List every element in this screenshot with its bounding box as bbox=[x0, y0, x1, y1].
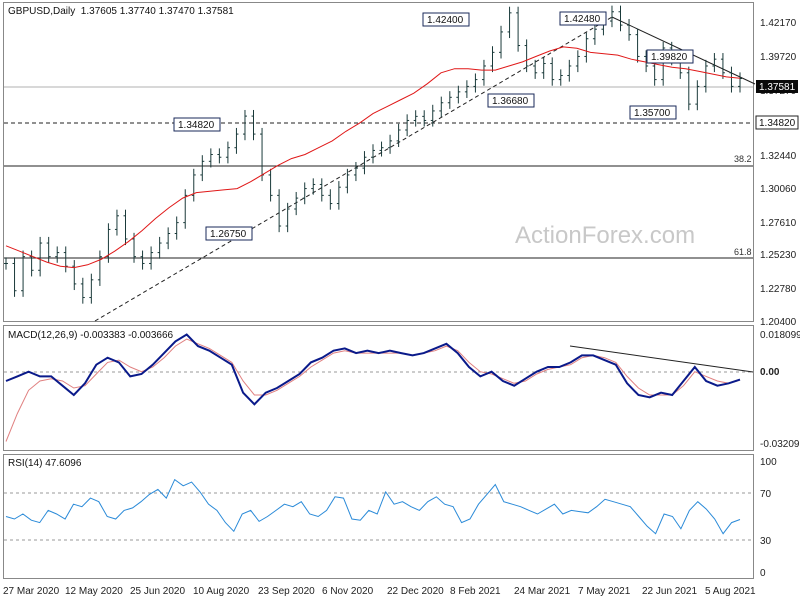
callout-label: 1.34820 bbox=[178, 120, 215, 131]
macd-tick-label: -0.032099 bbox=[760, 439, 800, 450]
x-tick-label: 22 Dec 2020 bbox=[387, 586, 444, 597]
x-tick-label: 25 Jun 2020 bbox=[130, 586, 185, 597]
support-price-box bbox=[755, 115, 799, 130]
rsi-header: RSI(14) 47.6096 bbox=[8, 458, 82, 469]
price-bars bbox=[4, 5, 742, 304]
x-tick-label: 24 Mar 2021 bbox=[514, 586, 571, 597]
price-y-axis: 1.42170 1.39720 1.37270 1.32440 1.30060 … bbox=[760, 18, 797, 328]
callout-label: 1.39820 bbox=[651, 52, 688, 63]
moving-average-layer bbox=[5, 46, 741, 269]
x-tick-label: 22 Jun 2021 bbox=[642, 586, 697, 597]
macd-value-label: 0.00 bbox=[760, 367, 780, 378]
rsi-panel-frame bbox=[3, 454, 754, 579]
rsi-y-axis: 100 70 30 0 bbox=[760, 457, 777, 579]
last-price-box bbox=[756, 80, 798, 93]
fib-38-label: 38.2 bbox=[734, 154, 752, 164]
price-tick-label: 1.27610 bbox=[760, 218, 797, 229]
macd-trendline bbox=[569, 345, 754, 373]
callout-1-42400: 1.42400 bbox=[422, 12, 470, 27]
callout-label: 1.36680 bbox=[492, 96, 529, 107]
rsi-tick-label: 30 bbox=[760, 536, 772, 547]
rsi-tick-label: 70 bbox=[760, 489, 772, 500]
price-tick-label: 1.30060 bbox=[760, 184, 797, 195]
last-price-label: 1.37581 bbox=[759, 82, 796, 93]
macd-signal-line bbox=[5, 338, 741, 442]
callout-1-34820: 1.34820 bbox=[173, 117, 221, 132]
price-tick-label: 1.20400 bbox=[760, 317, 797, 328]
macd-line bbox=[5, 333, 741, 406]
price-tick-label: 1.25230 bbox=[760, 250, 797, 261]
fib-61-label: 61.8 bbox=[734, 247, 752, 257]
callout-label: 1.26750 bbox=[210, 229, 247, 240]
x-tick-label: 5 Aug 2021 bbox=[705, 586, 756, 597]
callout-label: 1.35700 bbox=[634, 108, 671, 119]
callout-1-36680: 1.36680 bbox=[487, 93, 535, 108]
x-tick-label: 23 Sep 2020 bbox=[258, 586, 315, 597]
x-axis: 27 Mar 2020 12 May 2020 25 Jun 2020 10 A… bbox=[3, 586, 756, 597]
moving-average-line bbox=[5, 46, 741, 269]
x-tick-label: 10 Aug 2020 bbox=[193, 586, 250, 597]
price-panel-frame bbox=[3, 2, 754, 322]
price-tick-label: 1.32440 bbox=[760, 151, 797, 162]
x-tick-label: 12 May 2020 bbox=[65, 586, 123, 597]
support-price-label: 1.34820 bbox=[759, 118, 796, 129]
x-tick-label: 7 May 2021 bbox=[578, 586, 631, 597]
macd-y-axis: 0.018099 -0.032099 bbox=[760, 330, 800, 450]
callout-1-42480: 1.42480 bbox=[559, 11, 607, 26]
macd-tick-label: 0.018099 bbox=[760, 330, 800, 341]
callout-1-39820: 1.39820 bbox=[646, 49, 694, 64]
macd-panel-frame bbox=[3, 325, 754, 451]
price-tick-label: 1.39720 bbox=[760, 52, 797, 63]
price-tick-label: 1.22780 bbox=[760, 284, 797, 295]
macd-layer bbox=[5, 333, 741, 442]
macd-header: MACD(12,26,9) -0.003383 -0.003666 bbox=[8, 330, 174, 341]
callout-label: 1.42480 bbox=[564, 14, 601, 25]
callout-1-26750: 1.26750 bbox=[205, 226, 253, 241]
callout-label: 1.42400 bbox=[427, 15, 464, 26]
price-tick-label: 1.42170 bbox=[760, 18, 797, 29]
x-tick-label: 8 Feb 2021 bbox=[450, 586, 501, 597]
macd-value-box bbox=[756, 365, 796, 378]
price-header: GBPUSD,Daily 1.37605 1.37740 1.37470 1.3… bbox=[8, 6, 234, 17]
rising-trendline bbox=[94, 16, 613, 322]
rsi-tick-label: 0 bbox=[760, 568, 766, 579]
callout-1-35700: 1.35700 bbox=[629, 105, 677, 120]
x-tick-label: 6 Nov 2020 bbox=[322, 586, 374, 597]
rsi-line bbox=[5, 478, 741, 535]
watermark: ActionForex.com bbox=[515, 222, 695, 249]
rsi-tick-label: 100 bbox=[760, 457, 777, 468]
x-tick-label: 27 Mar 2020 bbox=[3, 586, 60, 597]
rsi-layer bbox=[5, 478, 741, 535]
